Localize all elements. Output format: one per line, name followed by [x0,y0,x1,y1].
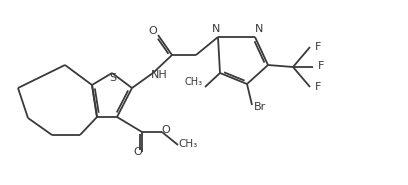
Text: O: O [134,147,142,157]
Text: CH₃: CH₃ [185,77,203,87]
Text: S: S [109,73,117,83]
Text: O: O [162,125,171,135]
Text: F: F [315,42,321,52]
Text: F: F [318,61,324,71]
Text: N: N [255,24,263,34]
Text: F: F [315,82,321,92]
Text: NH: NH [151,70,167,80]
Text: Br: Br [254,102,266,112]
Text: CH₃: CH₃ [178,139,197,149]
Text: O: O [149,26,157,36]
Text: N: N [212,24,220,34]
